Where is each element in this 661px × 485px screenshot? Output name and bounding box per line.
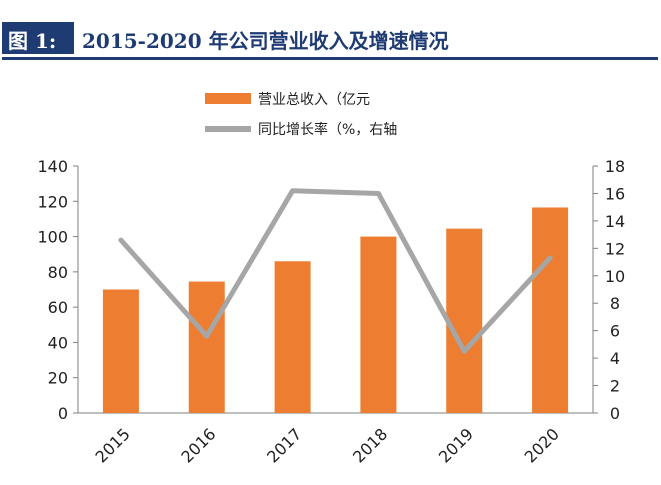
header-rule (2, 57, 658, 60)
left-tick-label: 20 (48, 369, 68, 388)
growth-rate-line (118, 188, 553, 354)
legend-line-swatch (205, 126, 251, 132)
left-tick-label: 80 (48, 263, 68, 282)
x-tick-label: 2016 (177, 424, 219, 466)
bar-2019 (446, 228, 483, 413)
right-tick-label: 10 (605, 267, 625, 286)
legend-growth-label: 同比增长率（%，右轴 (258, 121, 397, 138)
x-tick-label: 2020 (521, 424, 563, 466)
right-tick-label: 12 (605, 239, 625, 258)
bar-2015 (102, 289, 139, 413)
legend: 营业总收入（亿元 同比增长率（%，右轴 (205, 92, 397, 138)
figure-title: 2015-2020 年公司营业收入及增速情况 (82, 29, 449, 53)
x-tick-label: 2017 (263, 424, 305, 466)
bar-2020 (532, 207, 569, 413)
right-tick-label: 6 (610, 322, 620, 341)
x-tick-label: 2015 (92, 424, 134, 466)
right-tick-label: 16 (605, 184, 625, 203)
left-tick-label: 60 (48, 298, 68, 317)
figure-header: 图 1: 2015-2020 年公司营业收入及增速情况 (2, 22, 658, 60)
bar-2018 (360, 236, 397, 413)
bar-2017 (274, 261, 311, 413)
left-tick-label: 140 (37, 157, 68, 176)
right-tick-label: 18 (605, 157, 625, 176)
x-tick-label: 2018 (349, 424, 391, 466)
axes: 0 20 40 60 80 100 120 140 0 2 4 6 8 10 12 14 16 18 (37, 157, 625, 423)
line-series (118, 188, 553, 354)
legend-item-revenue: 营业总收入（亿元 (205, 92, 370, 108)
x-tick-labels: 2015 2016 2017 2018 2019 2020 (92, 424, 563, 466)
left-tick-label: 100 (37, 228, 68, 247)
figure-label-background (2, 22, 74, 54)
left-tick-label: 40 (48, 333, 68, 352)
left-tick-label: 120 (37, 192, 68, 211)
x-tick-label: 2019 (435, 424, 477, 466)
legend-bar-swatch (205, 93, 251, 104)
figure-label: 图 1: (8, 29, 56, 53)
right-tick-label: 8 (610, 294, 620, 313)
right-tick-label: 14 (605, 212, 625, 231)
legend-item-growth: 同比增长率（%，右轴 (205, 121, 397, 138)
legend-revenue-label: 营业总收入（亿元 (258, 92, 370, 108)
bar-2016 (188, 281, 225, 413)
bar-series (102, 207, 569, 413)
right-tick-label: 0 (610, 404, 620, 423)
right-tick-label: 4 (610, 349, 620, 368)
left-tick-label: 0 (58, 404, 68, 423)
right-tick-label: 2 (610, 377, 620, 396)
